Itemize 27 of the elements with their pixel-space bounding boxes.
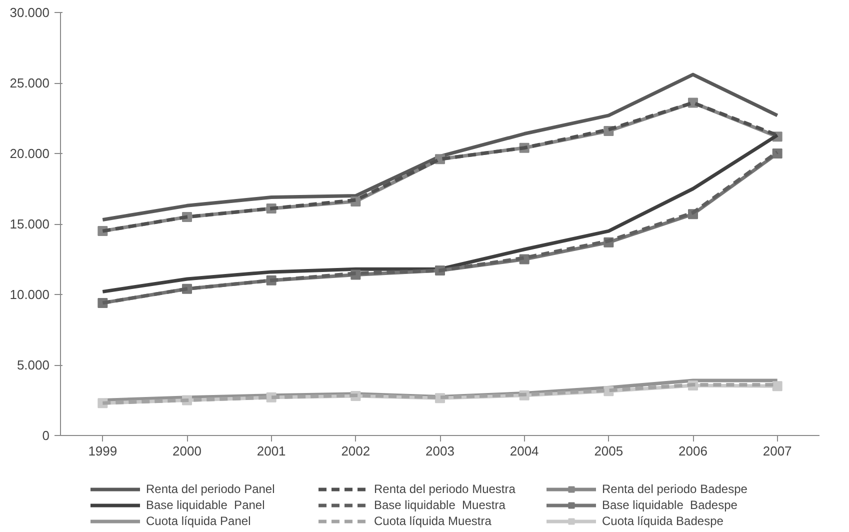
legend-label: Cuota líquida Muestra [374, 514, 492, 528]
legend-label: Renta del periodo Muestra [374, 482, 516, 496]
x-tick-label: 2000 [172, 444, 202, 458]
x-tick-label: 2007 [762, 444, 792, 458]
legend-label: Renta del periodo Panel [146, 482, 276, 496]
y-tick-label: 10.000 [10, 287, 50, 302]
y-tick-label: 5.000 [16, 358, 50, 372]
x-tick-label: 2001 [256, 444, 286, 458]
x-tick-label: 2002 [341, 444, 370, 458]
x-tick-label: 1999 [88, 444, 118, 458]
y-tick-label: 25.000 [10, 76, 50, 90]
y-tick-label: 0 [42, 428, 50, 443]
y-tick-label: 15.000 [10, 216, 50, 232]
legend-label: Cuota líquida Panel [146, 514, 252, 528]
legend-label: Base liquidable Muestra [374, 498, 506, 512]
x-tick-label: 2006 [678, 444, 708, 458]
legend-label: Cuota líquida Badespe [602, 514, 724, 528]
legend-label: Base liquidable Panel [146, 498, 266, 512]
legend-label: Renta del periodo Badespe [602, 482, 748, 496]
point [772, 148, 782, 158]
y-tick-label: 30.000 [10, 5, 50, 20]
x-tick-label: 2005 [594, 444, 624, 458]
x-tick-label: 2003 [426, 444, 454, 458]
point [772, 381, 782, 392]
x-tick-label: 2004 [510, 444, 539, 458]
legend-label: Base liquidable Badespe [602, 498, 738, 512]
y-tick-label: 20.000 [10, 146, 50, 161]
